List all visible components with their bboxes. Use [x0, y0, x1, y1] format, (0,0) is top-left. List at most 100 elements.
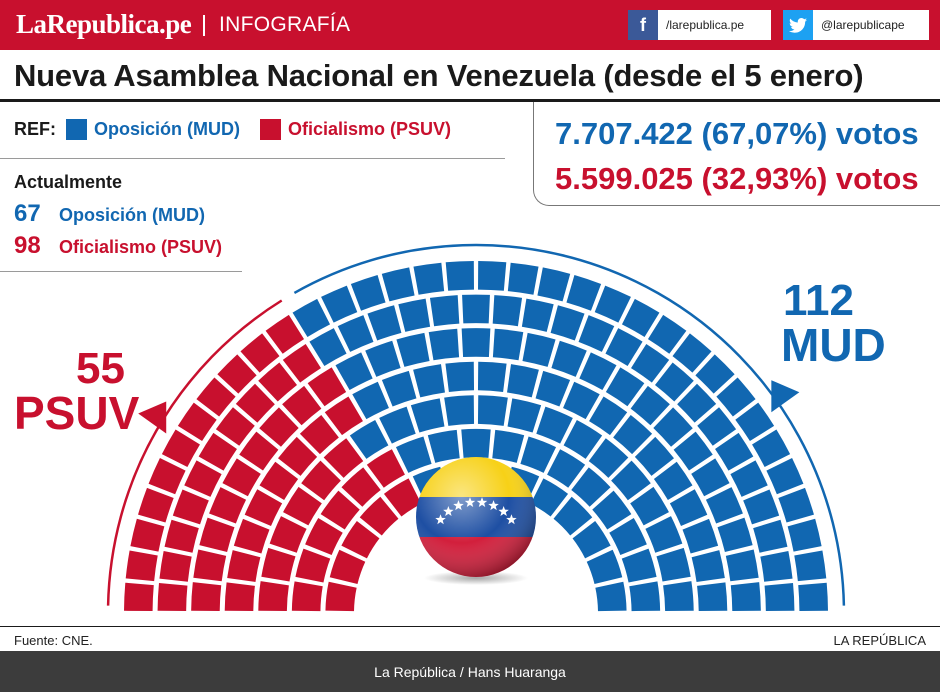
legend-label: REF:: [14, 119, 56, 139]
seat-mud: [753, 519, 788, 553]
seat-mud: [335, 352, 373, 391]
seat-mud: [572, 520, 611, 559]
seat-mud: [507, 398, 542, 433]
facebook-handle: /larepublica.pe: [666, 18, 745, 32]
current-officialism-name: Oficialismo (PSUV): [59, 237, 223, 257]
seat-psuv: [258, 362, 297, 402]
votes-box: [533, 102, 940, 206]
seat-mud: [766, 458, 804, 495]
seat-mud: [630, 385, 670, 426]
seat-psuv: [278, 436, 318, 476]
seat-psuv: [196, 377, 236, 417]
seat-mud: [536, 406, 573, 444]
title-divider: [0, 99, 940, 102]
facebook-icon: f: [628, 10, 658, 40]
seat-psuv: [323, 438, 364, 478]
seat-psuv: [191, 582, 222, 612]
seat-mud: [429, 295, 460, 327]
brand-logo[interactable]: LaRepublica.pe: [16, 9, 192, 39]
seat-mud: [634, 436, 674, 476]
seat-mud: [337, 315, 374, 352]
seat-mud: [477, 395, 508, 426]
seat-mud: [794, 550, 827, 582]
seat-mud: [691, 458, 730, 497]
seat-mud: [613, 415, 653, 455]
seat-mud: [445, 261, 474, 291]
seat-mud: [461, 328, 491, 358]
seat-mud: [697, 582, 728, 612]
seat-mud: [551, 340, 587, 377]
seat-mud: [647, 314, 687, 354]
seat-mud: [522, 332, 556, 367]
seat-psuv: [233, 518, 270, 554]
seat-mud: [653, 461, 693, 500]
seat-psuv: [282, 385, 322, 426]
seat-mud: [717, 517, 753, 552]
seat-mud: [395, 436, 432, 473]
seat-psuv: [222, 458, 261, 497]
mud-label: MUD: [781, 319, 886, 371]
seat-mud: [428, 328, 460, 361]
seat-mud: [621, 548, 657, 583]
mud-seat-count: 112: [783, 276, 854, 325]
seat-mud: [563, 381, 600, 420]
footer-bar: La República / Hans Huaranga: [0, 651, 940, 692]
seat-mud: [413, 262, 445, 295]
seat-psuv: [307, 367, 347, 407]
twitter-link[interactable]: @larepublicape: [783, 10, 929, 40]
credit-separator: /: [459, 663, 464, 680]
psuv-seat-count: 55: [76, 344, 125, 393]
seat-mud: [381, 370, 417, 407]
seat-psuv: [124, 582, 154, 611]
seat-mud: [365, 340, 401, 377]
seat-mud: [398, 298, 431, 332]
seat-mud: [656, 547, 691, 582]
votes-opposition: 7.707.422 (67,07%) votos: [555, 116, 919, 151]
publisher-name: LA REPÚBLICA: [833, 633, 927, 648]
seat-psuv: [341, 467, 381, 507]
seat-psuv: [269, 516, 307, 553]
seat-mud: [520, 436, 557, 473]
seat-psuv: [240, 333, 280, 373]
seat-psuv: [125, 550, 158, 582]
source-note: Fuente: CNE.: [14, 633, 93, 648]
seat-mud: [629, 581, 661, 612]
seat-mud: [367, 305, 402, 341]
seat-mud: [594, 285, 631, 323]
seat-mud: [715, 432, 754, 471]
seat-psuv: [138, 487, 174, 523]
facebook-link[interactable]: f /larepublica.pe: [628, 10, 771, 40]
legend-officialism: Oficialismo (PSUV): [288, 119, 452, 139]
seat-psuv: [259, 407, 299, 447]
seat-mud: [730, 460, 768, 497]
seat-psuv: [157, 582, 188, 611]
seats-group: [124, 261, 828, 612]
seat-mud: [705, 487, 743, 524]
seat-mud: [673, 431, 713, 471]
seat-psuv: [130, 518, 165, 552]
current-opposition-name: Oposición (MUD): [59, 205, 205, 225]
section-label: INFOGRAFÍA: [219, 13, 351, 36]
seat-mud: [521, 298, 554, 332]
seat-psuv: [177, 402, 217, 442]
seat-psuv: [161, 429, 200, 468]
seat-mud: [586, 549, 623, 585]
seat-mud: [553, 496, 593, 536]
credit-author: Hans Huaranga: [467, 663, 566, 680]
seat-mud: [621, 298, 660, 337]
seat-mud: [410, 398, 445, 433]
seat-mud: [579, 352, 617, 391]
seat-mud: [566, 275, 602, 311]
seat-psuv: [295, 548, 331, 583]
brand-divider: [203, 15, 205, 36]
seat-mud: [413, 364, 445, 398]
footer-divider: [0, 626, 940, 627]
seat-psuv: [261, 547, 296, 582]
seat-mud: [592, 490, 632, 530]
seat-psuv: [199, 517, 235, 552]
seat-psuv: [359, 496, 399, 536]
seat-mud: [478, 261, 507, 291]
seat-mud: [611, 460, 651, 501]
legend: REF: Oposición (MUD) Oficialismo (PSUV): [14, 119, 451, 140]
